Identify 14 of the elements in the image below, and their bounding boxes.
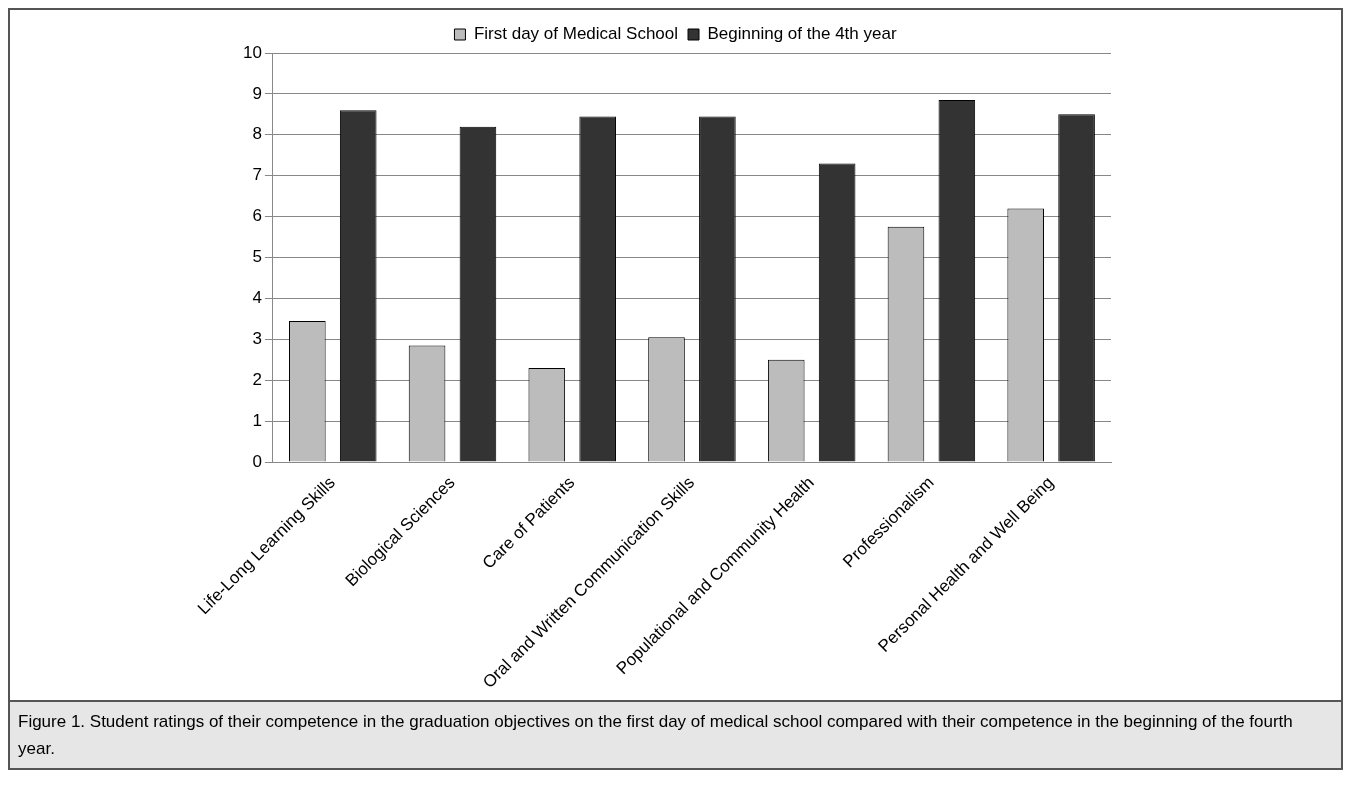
y-tick-label: 2 — [252, 369, 262, 389]
caption: Figure 1. Student ratings of their competence in the graduation objectives on the first day of medical school compared with their competence in the beginning of the fourth year. — [10, 700, 1341, 768]
y-tick-label: 7 — [252, 165, 262, 185]
y-tick-label: 5 — [252, 247, 262, 267]
y-tick-label: 3 — [252, 329, 262, 349]
y-tick-label: 9 — [252, 83, 262, 103]
y-tick-label: 10 — [242, 42, 262, 62]
y-tick-label: 4 — [252, 288, 262, 308]
y-tick-label: 1 — [252, 410, 262, 430]
y-tick-label: 6 — [252, 206, 262, 226]
y-tick-label: 0 — [252, 451, 262, 471]
legend-label: Beginning of the 4th year — [707, 24, 897, 44]
y-tick-label: 8 — [252, 124, 262, 144]
legend-label: First day of Medical School — [473, 24, 679, 44]
